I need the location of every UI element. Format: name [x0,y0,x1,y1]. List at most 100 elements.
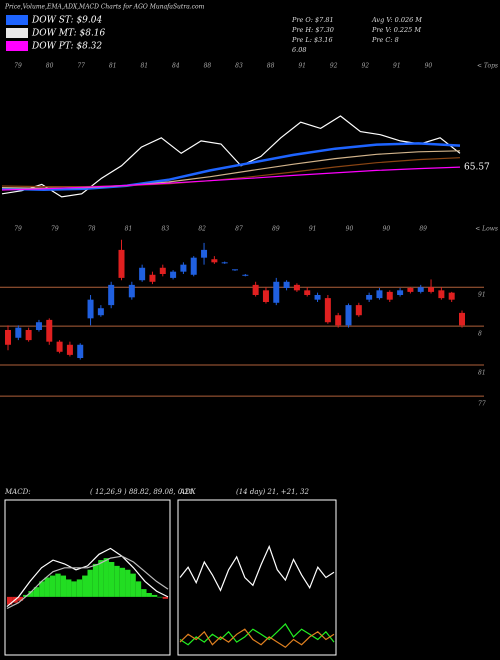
candle-body [273,281,280,303]
corner-label: < Tops [477,63,498,70]
panel-frame [177,499,337,656]
level-label: 77 [478,401,486,408]
candle-body [201,249,208,258]
histogram-bar [49,575,56,597]
candle-body [139,267,146,281]
candle-body [159,267,166,274]
date-label: 81 [109,63,117,70]
candle-body [149,274,156,282]
histogram-bar [28,591,34,597]
page-title: Price,Volume,EMA,ADX,MACD Charts for AGO… [4,4,205,11]
legend-swatch [6,41,28,51]
panel-label: ADX [179,488,197,496]
candle-body [428,287,435,292]
legend-label: DOW MT: $8.16 [31,29,106,39]
candle-body [180,264,187,272]
candle-body [262,290,269,302]
date-label: 79 [14,226,22,233]
histogram-bar [87,569,93,597]
candle-body [386,291,393,300]
histogram-bar [125,569,131,597]
candle-body [221,262,228,264]
date-label: 78 [88,226,96,233]
date-label: 90 [346,226,354,233]
line-series [1,142,461,191]
histogram-bar [33,587,40,597]
candle-body [66,344,73,355]
candle-body [46,319,53,342]
candle-body [56,341,63,352]
date-label: 87 [235,226,243,233]
candle-body [438,290,445,299]
info-text: Pre C: 8 [371,36,399,44]
candle-body [15,327,22,338]
histogram-bar [92,563,99,597]
date-label: 81 [125,226,133,233]
histogram-bar [55,573,61,597]
date-label: 83 [235,63,243,70]
panel-params: (14 day) 21, +21, 32 [236,488,309,496]
info-text: Pre V: 0.225 M [371,26,421,34]
line-series [1,166,461,191]
histogram-bar [141,589,147,597]
date-label: 92 [330,63,338,70]
candle-body [87,299,94,319]
candle-body [128,284,135,298]
candle-body [366,295,373,300]
candle-body [324,298,331,323]
histogram-bar [39,581,45,597]
info-text: Pre O: $7.81 [291,16,334,24]
line-series [179,544,335,592]
candle-body [25,330,32,341]
candle-body [397,290,404,295]
date-label: 84 [172,63,180,70]
candle-body [97,308,104,316]
candle-body [417,287,424,292]
date-label: 79 [14,63,22,70]
line-series [6,555,169,610]
candle-body [345,305,352,326]
candle-body [118,249,125,278]
legend-label: DOW ST: $9.04 [31,16,102,26]
date-label: 91 [393,63,401,70]
candle-body [5,330,11,345]
candle-body [77,344,84,358]
date-label: 83 [162,226,170,233]
histogram-bar [82,575,88,597]
histogram-bar [114,565,120,597]
panel-params: ( 12,26,9 ) 88.82, 89.08, 0.21 [90,488,193,496]
candle-body [211,259,218,263]
histogram-bar [98,560,104,597]
candle-body [232,269,238,271]
date-label: 77 [77,63,85,70]
date-label: 89 [419,226,427,233]
candle-body [448,292,455,300]
histogram-bar [76,579,83,597]
line-series [179,628,335,649]
histogram-bar [119,567,126,597]
candle-body [283,281,290,288]
candle-body [314,295,321,300]
level-label: 91 [478,292,486,299]
info-text: Avg V: 0.026 M [371,16,422,24]
histogram-bar [103,558,109,597]
date-label: 88 [267,63,275,70]
histogram-bar [151,594,158,597]
legend-swatch [6,28,28,38]
candle-body [190,257,197,275]
date-label: 89 [272,226,280,233]
line-series [1,115,461,198]
date-label: 82 [198,226,206,233]
end-value-label: 65.57 [464,163,490,173]
date-label: 91 [309,226,317,233]
histogram-bar [66,579,72,597]
candle-body [35,322,42,330]
date-label: 79 [51,226,59,233]
legend-swatch [6,15,28,25]
histogram-bar [71,581,77,597]
histogram-bar [135,581,142,597]
candle-body [335,315,342,326]
info-text: Pre H: $7.30 [291,26,334,34]
date-label: 88 [204,63,212,70]
